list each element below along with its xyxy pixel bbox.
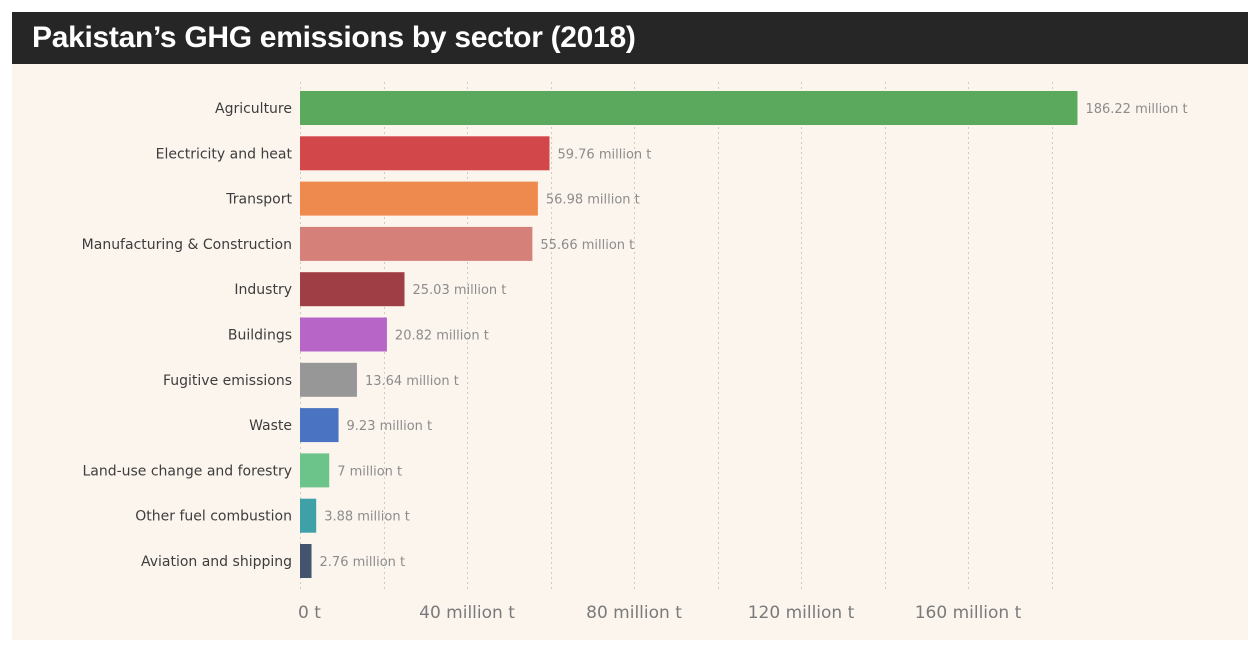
- bar: [300, 408, 339, 443]
- bar: [300, 181, 538, 216]
- category-label: Manufacturing & Construction: [82, 237, 292, 253]
- bar-chart: Agriculture Electricity and heat Transport…: [82, 82, 1188, 623]
- value-label: 20.82 million t: [395, 329, 489, 344]
- value-label: 55.66 million t: [540, 238, 634, 253]
- x-axis-ticks: 0 t 40 million t 80 million t 120 million t…: [298, 603, 1022, 623]
- category-label: Waste: [249, 418, 292, 434]
- bar: [300, 453, 330, 488]
- category-label: Land-use change and forestry: [82, 463, 292, 479]
- value-labels: 186.22 million t 59.76 million t 56.98 mil…: [320, 102, 1188, 570]
- x-tick-label: 120 million t: [748, 603, 855, 623]
- category-label: Other fuel combustion: [135, 509, 292, 525]
- category-label: Transport: [225, 192, 292, 208]
- x-tick-label: 0 t: [298, 603, 321, 623]
- value-label: 25.03 million t: [413, 283, 507, 298]
- x-tick-label: 40 million t: [419, 603, 515, 623]
- bar: [300, 544, 312, 578]
- x-tick-label: 80 million t: [586, 603, 682, 623]
- category-label: Electricity and heat: [156, 146, 293, 162]
- value-label: 13.64 million t: [365, 374, 459, 389]
- x-tick-label: 160 million t: [915, 603, 1022, 623]
- chart-panel: Agriculture Electricity and heat Transport…: [12, 64, 1248, 640]
- category-label: Agriculture: [215, 101, 292, 117]
- value-label: 56.98 million t: [546, 193, 640, 208]
- value-label: 2.76 million t: [320, 555, 406, 570]
- bar: [300, 272, 405, 307]
- bars: [300, 91, 1078, 578]
- value-label: 9.23 million t: [347, 419, 433, 434]
- category-label: Industry: [234, 282, 292, 298]
- bar: [300, 498, 317, 533]
- bar: [300, 136, 550, 171]
- bar: [300, 362, 357, 397]
- category-label: Aviation and shipping: [141, 554, 292, 570]
- bar: [300, 317, 387, 352]
- value-label: 3.88 million t: [324, 510, 410, 525]
- value-label: 186.22 million t: [1085, 102, 1187, 117]
- bar: [300, 226, 533, 261]
- category-labels: Agriculture Electricity and heat Transport…: [82, 101, 293, 570]
- value-label: 59.76 million t: [557, 147, 651, 162]
- category-label: Fugitive emissions: [163, 373, 292, 389]
- value-label: 7 million t: [337, 464, 402, 479]
- bar: [300, 91, 1078, 125]
- category-label: Buildings: [228, 328, 292, 344]
- chart-title: Pakistan’s GHG emissions by sector (2018…: [12, 12, 1248, 64]
